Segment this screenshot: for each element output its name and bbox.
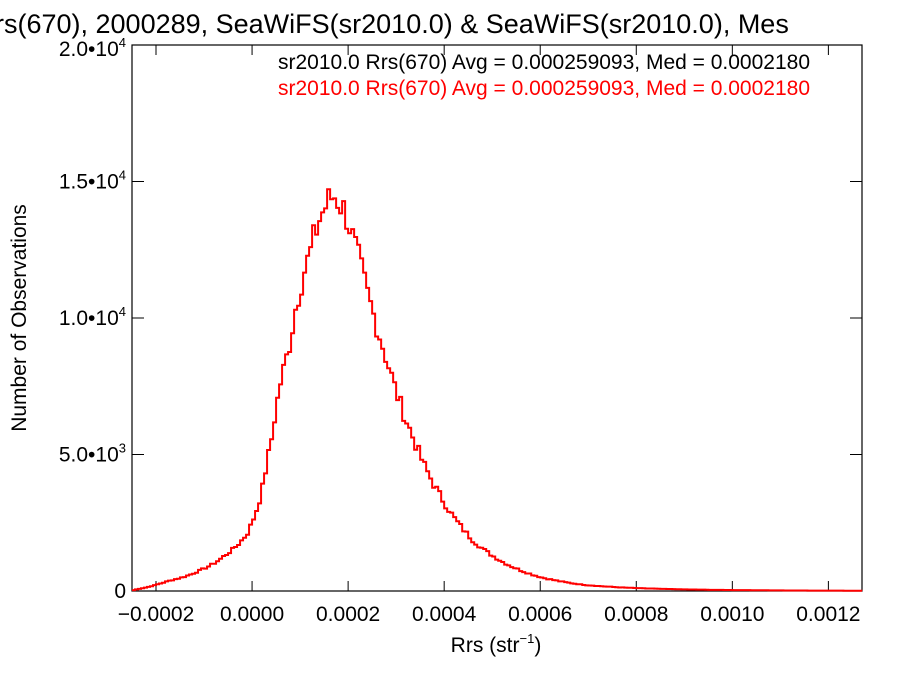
y-tick-label-base: 0 — [114, 580, 126, 603]
y-tick-label-base: 1.5•10 — [59, 171, 119, 194]
y-tick-label: 0 — [114, 580, 126, 603]
y-tick-label-base: 2.0•10 — [59, 38, 119, 61]
y-tick-label: 1.0•104 — [59, 304, 126, 330]
x-axis-label: Rrs (str−1) — [451, 631, 542, 657]
x-tick-label: 0.0000 — [220, 603, 284, 626]
plot-frame — [131, 44, 863, 592]
y-tick-label-exponent: 4 — [119, 35, 126, 50]
x-axis-ticks: −0.0002 0.0000 0.0002 0.0004 0.0006 0.0008 0.0… — [118, 45, 860, 626]
chart-title: rs(670), 2000289, SeaWiFS(sr2010.0) & Se… — [0, 9, 789, 39]
x-tick-label: 0.0012 — [796, 603, 860, 626]
legend-line-red: sr2010.0 Rrs(670) Avg = 0.000259093, Med… — [278, 77, 810, 100]
y-tick-label-base: 1.0•10 — [59, 307, 119, 330]
y-tick-label-exponent: 4 — [119, 168, 126, 183]
y-tick-label-exponent: 4 — [119, 304, 126, 319]
y-tick-label-base: 5.0•10 — [59, 444, 119, 467]
y-tick-label: 1.5•104 — [59, 168, 126, 194]
y-tick-label-exponent: 3 — [119, 441, 126, 456]
histogram-line — [132, 188, 863, 592]
legend-line-black: sr2010.0 Rrs(670) Avg = 0.000259093, Med… — [278, 51, 810, 74]
x-tick-label: 0.0002 — [316, 603, 380, 626]
x-tick-label: 0.0004 — [412, 603, 477, 626]
y-axis-label: Number of Observations — [8, 204, 31, 432]
y-tick-label: 2.0•104 — [59, 35, 126, 61]
x-tick-label: −0.0002 — [118, 603, 195, 626]
x-tick-label: 0.0008 — [604, 603, 668, 626]
histogram-series — [132, 188, 863, 592]
x-tick-label: 0.0010 — [700, 603, 764, 626]
x-tick-label: 0.0006 — [508, 603, 572, 626]
y-tick-label: 5.0•103 — [59, 441, 126, 467]
